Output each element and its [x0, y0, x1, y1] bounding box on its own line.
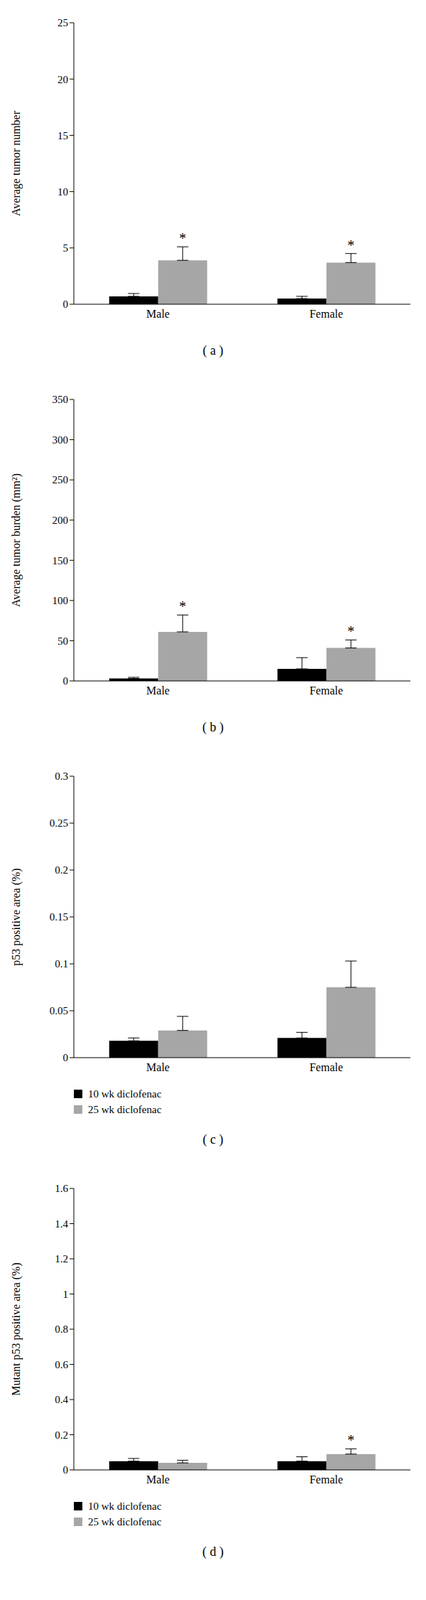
svg-text:0.05: 0.05	[49, 1003, 69, 1016]
svg-text:5: 5	[63, 242, 69, 254]
svg-text:350: 350	[52, 393, 69, 405]
svg-text:10: 10	[57, 186, 69, 198]
html-text:10 wk diclofenac: 10 wk diclofenac	[88, 1498, 162, 1510]
svg-text:Average tumor number: Average tumor number	[9, 110, 23, 216]
svg-text:Male: Male	[146, 307, 170, 320]
html-text:( c ): ( c )	[202, 1131, 224, 1146]
svg-text:250: 250	[52, 473, 69, 485]
html-text:25 wk diclofenac: 25 wk diclofenac	[88, 1102, 162, 1114]
svg-text:0.15: 0.15	[49, 910, 69, 922]
html-text:( b ): ( b )	[202, 719, 224, 734]
svg-text:Female: Female	[309, 683, 343, 696]
svg-text:0: 0	[63, 674, 69, 686]
svg-text:1.4: 1.4	[54, 1216, 69, 1229]
svg-text:*: *	[347, 1430, 355, 1447]
svg-text:0.25: 0.25	[49, 816, 69, 828]
svg-text:Female: Female	[309, 1471, 343, 1484]
svg-text:0.8: 0.8	[54, 1322, 69, 1334]
svg-text:0.1: 0.1	[54, 957, 69, 969]
svg-text:15: 15	[57, 129, 69, 142]
html-text:25 wk diclofenac: 25 wk diclofenac	[88, 1514, 162, 1526]
svg-text:100: 100	[52, 594, 69, 606]
svg-text:1.6: 1.6	[54, 1181, 69, 1193]
html-text:( d ): ( d )	[202, 1542, 224, 1558]
svg-text:*: *	[178, 230, 187, 246]
svg-text:Female: Female	[309, 1060, 343, 1073]
svg-text:150: 150	[52, 554, 69, 566]
svg-text:Male: Male	[146, 1060, 170, 1073]
svg-text:50: 50	[57, 634, 69, 647]
svg-text:1.2: 1.2	[54, 1251, 69, 1264]
svg-text:Mutant p53 positive area (%): Mutant p53 positive area (%)	[9, 1260, 23, 1395]
svg-text:*: *	[347, 622, 355, 639]
svg-text:Average tumor burden (mm²): Average tumor burden (mm²)	[9, 472, 23, 607]
svg-text:0: 0	[63, 298, 69, 310]
svg-text:20: 20	[57, 73, 69, 86]
svg-text:0.2: 0.2	[54, 863, 69, 875]
svg-text:0.6: 0.6	[54, 1357, 69, 1369]
svg-text:25: 25	[57, 17, 69, 29]
svg-text:0.2: 0.2	[54, 1427, 69, 1440]
svg-text:p53 positive area (%): p53 positive area (%)	[9, 866, 23, 965]
svg-text:0.4: 0.4	[54, 1392, 69, 1404]
svg-text:Male: Male	[146, 1471, 170, 1484]
svg-text:200: 200	[52, 514, 69, 526]
svg-text:*: *	[347, 237, 355, 253]
html-text:( a ): ( a )	[202, 342, 224, 358]
html-text:10 wk diclofenac: 10 wk diclofenac	[88, 1086, 162, 1099]
svg-text:0.3: 0.3	[54, 769, 69, 781]
svg-text:0: 0	[63, 1462, 69, 1474]
svg-text:0: 0	[63, 1050, 69, 1063]
svg-text:1: 1	[63, 1287, 69, 1299]
svg-text:Male: Male	[146, 683, 170, 696]
svg-text:*: *	[178, 597, 187, 614]
svg-text:Female: Female	[309, 307, 343, 320]
svg-text:300: 300	[52, 433, 69, 446]
